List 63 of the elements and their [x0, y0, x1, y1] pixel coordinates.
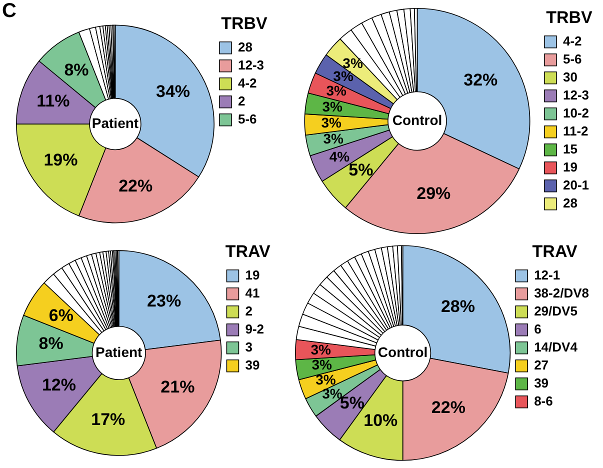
legend-label: 9-2 — [245, 321, 264, 336]
legend-label: 39 — [534, 375, 549, 390]
data-label: 4% — [329, 148, 350, 164]
data-label: 22% — [431, 398, 466, 417]
data-label: 8% — [38, 334, 64, 354]
legend-label: 2 — [245, 303, 252, 318]
legend-label: 19 — [562, 159, 578, 174]
text: Control — [392, 112, 442, 128]
legend-label: 2 — [238, 93, 246, 108]
data-label: 12% — [42, 376, 76, 395]
legend-label: 27 — [534, 357, 549, 372]
legend-label: 12-3 — [562, 87, 590, 102]
legend-label: 6 — [534, 321, 542, 336]
legend-label: 19 — [245, 267, 260, 282]
data-label: 3% — [323, 130, 344, 147]
legend-label: 30 — [562, 69, 578, 84]
legend-label: 4-2 — [562, 33, 582, 48]
data-label: 34% — [156, 82, 190, 101]
legend-label: 28 — [562, 195, 578, 210]
legend-label: 5-6 — [238, 111, 257, 126]
data-label: 29% — [416, 184, 451, 203]
legend-label: 14/DV4 — [534, 339, 578, 354]
legend-label: 12-1 — [534, 267, 560, 282]
data-label: 19% — [44, 150, 78, 170]
data-label: 28% — [440, 297, 475, 316]
legend-label: 4-2 — [238, 75, 257, 90]
legend-label: 10-2 — [562, 105, 590, 120]
text: Patient — [96, 344, 143, 360]
data-label: 10% — [364, 410, 398, 430]
legend-label: 3 — [245, 339, 252, 354]
legend-label: 41 — [245, 285, 260, 300]
data-label: 5% — [348, 160, 374, 180]
data-label: 6% — [48, 306, 74, 326]
data-label: 3% — [310, 341, 332, 358]
legend-label: 29/DV5 — [534, 303, 578, 318]
legend-title: TRBV — [546, 8, 594, 28]
legend-label: 38-2/DV8 — [534, 285, 589, 300]
legend-title: TRBV — [221, 14, 268, 34]
legend-label: 28 — [238, 39, 252, 54]
data-label: 23% — [147, 291, 182, 310]
legend-title: TRAV — [225, 242, 272, 262]
legend-label: 15 — [562, 141, 578, 156]
data-label: 3% — [321, 114, 342, 131]
data-label: 22% — [118, 176, 153, 196]
data-label: 32% — [464, 70, 498, 90]
legend-title: TRAV — [532, 242, 578, 262]
text: Patient — [92, 114, 139, 131]
legend-label: 8-6 — [534, 393, 553, 408]
chart-title: C — [2, 0, 16, 23]
data-label: 3% — [322, 98, 344, 114]
text: Control — [378, 344, 428, 360]
data-label: 3% — [326, 82, 348, 99]
data-label: 11% — [36, 91, 70, 110]
data-label: 21% — [160, 377, 195, 396]
legend-label: 20-1 — [562, 177, 590, 192]
data-label: 3% — [312, 356, 333, 373]
legend-label: 39 — [245, 357, 260, 372]
data-label: 8% — [64, 60, 89, 80]
legend-label: 5-6 — [562, 51, 582, 66]
data-label: 17% — [91, 410, 126, 430]
legend-label: 12-3 — [238, 57, 264, 72]
legend-label: 11-2 — [562, 123, 588, 138]
data-label: 3% — [316, 372, 336, 388]
